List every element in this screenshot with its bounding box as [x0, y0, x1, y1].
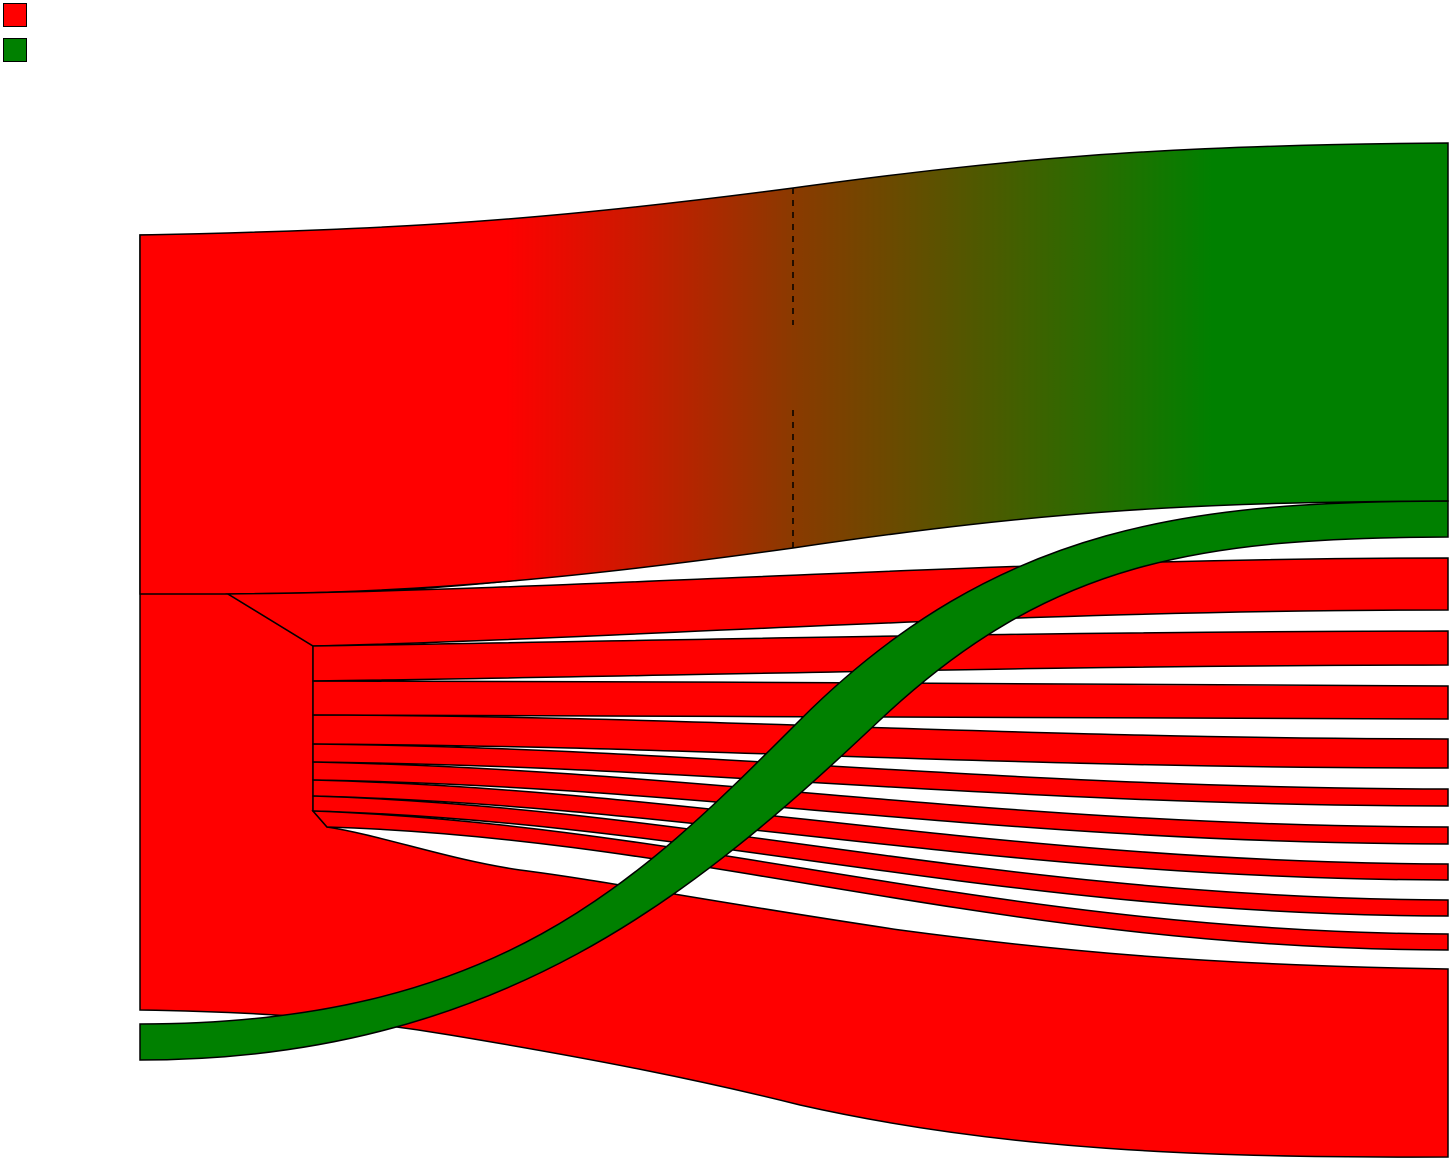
red-strand-5 [312, 743, 1449, 807]
red-strand-7 [312, 779, 1449, 881]
red-strand-1 [225, 557, 1449, 647]
red-strand-6 [312, 761, 1449, 845]
gradient-flow [139, 142, 1449, 595]
green-flow [139, 500, 1449, 1061]
legend-swatch-green [3, 38, 27, 62]
red-strand-4 [312, 714, 1449, 769]
legend-swatch-red [3, 3, 27, 27]
red-strand-8 [312, 795, 1449, 917]
